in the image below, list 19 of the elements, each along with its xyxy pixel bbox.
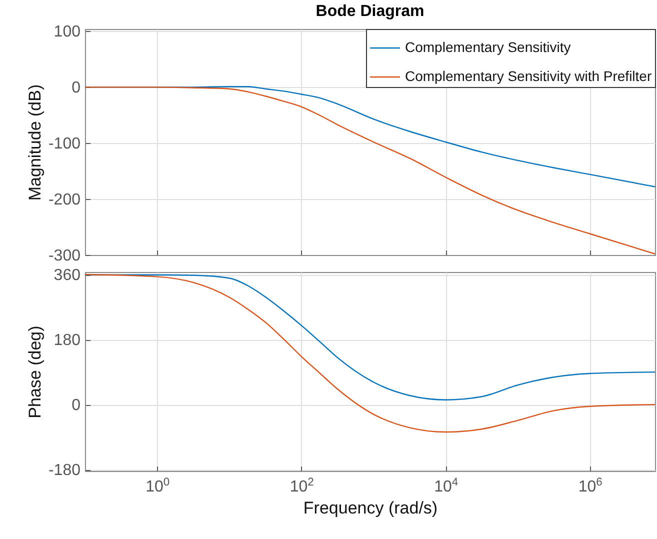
x-tick-label: 10$^{4}$ [434,476,458,496]
y-tick-label: 360 [54,267,81,284]
y-axis-title: Magnitude (dB) [25,84,44,201]
y-axis-title: Phase (deg) [25,326,44,418]
x-tick-label: 10$^{2}$ [290,476,314,496]
y-tick-label: 0 [72,80,81,97]
y-tick-label: -200 [48,192,81,209]
y-tick-label: 0 [72,397,81,414]
x-tick-label: 10$^{6}$ [578,476,602,496]
y-tick-label: 100 [54,24,81,41]
x-axis-title: Frequency (rad/s) [303,498,438,518]
x-tick-label: 10$^{0}$ [146,476,170,496]
legend-label: Complementary Sensitivity with Prefilter [405,68,652,84]
legend-label: Complementary Sensitivity [405,39,571,55]
y-tick-label: 180 [54,332,81,350]
chart-title: Bode Diagram [316,3,424,20]
y-tick-label: -180 [48,462,81,480]
y-tick-label: -100 [48,136,81,153]
y-tick-label: -300 [48,248,81,264]
